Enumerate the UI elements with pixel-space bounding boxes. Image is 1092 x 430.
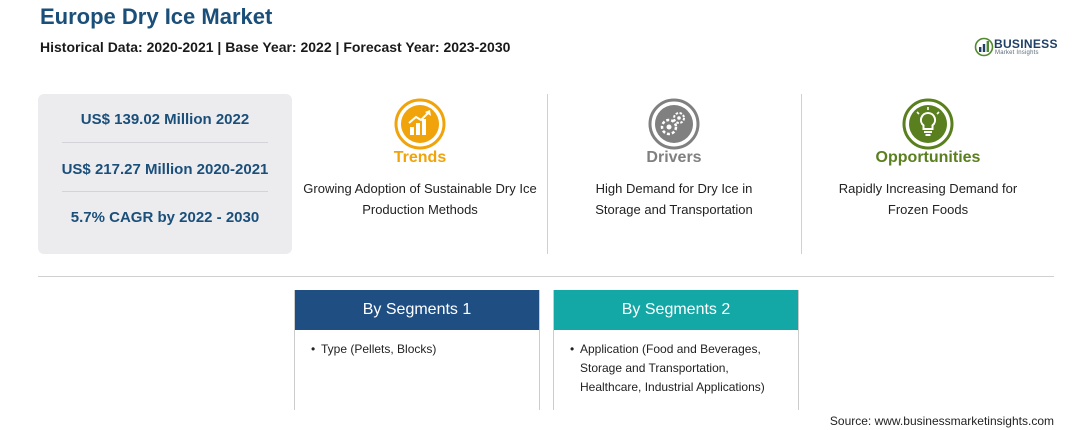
segment-card-2: By Segments 2 Application (Food and Beve…	[553, 290, 799, 410]
segment-card-1: By Segments 1 Type (Pellets, Blocks)	[294, 290, 540, 410]
drivers-text: High Demand for Dry Ice in Storage and T…	[595, 181, 753, 217]
section-divider	[38, 276, 1054, 277]
column-divider	[547, 94, 548, 254]
lightbulb-icon	[902, 98, 954, 150]
segment-1-title: By Segments 1	[295, 290, 539, 330]
opportunities-column: Opportunities Rapidly Increasing Demand …	[803, 94, 1053, 254]
opportunities-text: Rapidly Increasing Demand for Frozen Foo…	[838, 181, 1018, 217]
stat-divider	[62, 191, 268, 192]
trends-label: Trends	[393, 149, 447, 166]
growth-chart-icon	[394, 98, 446, 150]
list-item: Type (Pellets, Blocks)	[311, 340, 525, 359]
stat-divider	[62, 142, 268, 143]
stat-cagr: 5.7% CAGR by 2022 - 2030	[70, 209, 260, 226]
stat-market-2022: US$ 139.02 Million 2022	[80, 111, 250, 128]
logo-name: BUSINESS	[994, 37, 1058, 51]
brand-logo: BUSINESS Market Insights	[974, 36, 1064, 60]
column-divider	[801, 94, 802, 254]
logo-icon	[974, 37, 994, 57]
page-title: Europe Dry Ice Market	[40, 4, 273, 29]
trends-text: Growing Adoption of Sustainable Dry Ice …	[303, 181, 537, 217]
stat-market-historical: US$ 217.27 Million 2020-2021	[61, 161, 269, 178]
trends-column: Trends Growing Adoption of Sustainable D…	[295, 94, 545, 254]
page-subtitle: Historical Data: 2020-2021 | Base Year: …	[40, 39, 511, 55]
list-item: Application (Food and Beverages, Storage…	[570, 340, 784, 397]
gears-icon	[648, 98, 700, 150]
segment-1-list: Type (Pellets, Blocks)	[295, 330, 539, 359]
stats-panel: US$ 139.02 Million 2022 US$ 217.27 Milli…	[38, 94, 292, 254]
drivers-label: Drivers	[646, 149, 702, 166]
segment-2-list: Application (Food and Beverages, Storage…	[554, 330, 798, 397]
logo-tagline: Market Insights	[995, 50, 1039, 56]
segment-2-title: By Segments 2	[554, 290, 798, 330]
drivers-column: Drivers High Demand for Dry Ice in Stora…	[549, 94, 799, 254]
source-citation: Source: www.businessmarketinsights.com	[829, 414, 1054, 428]
opportunities-label: Opportunities	[875, 149, 981, 166]
